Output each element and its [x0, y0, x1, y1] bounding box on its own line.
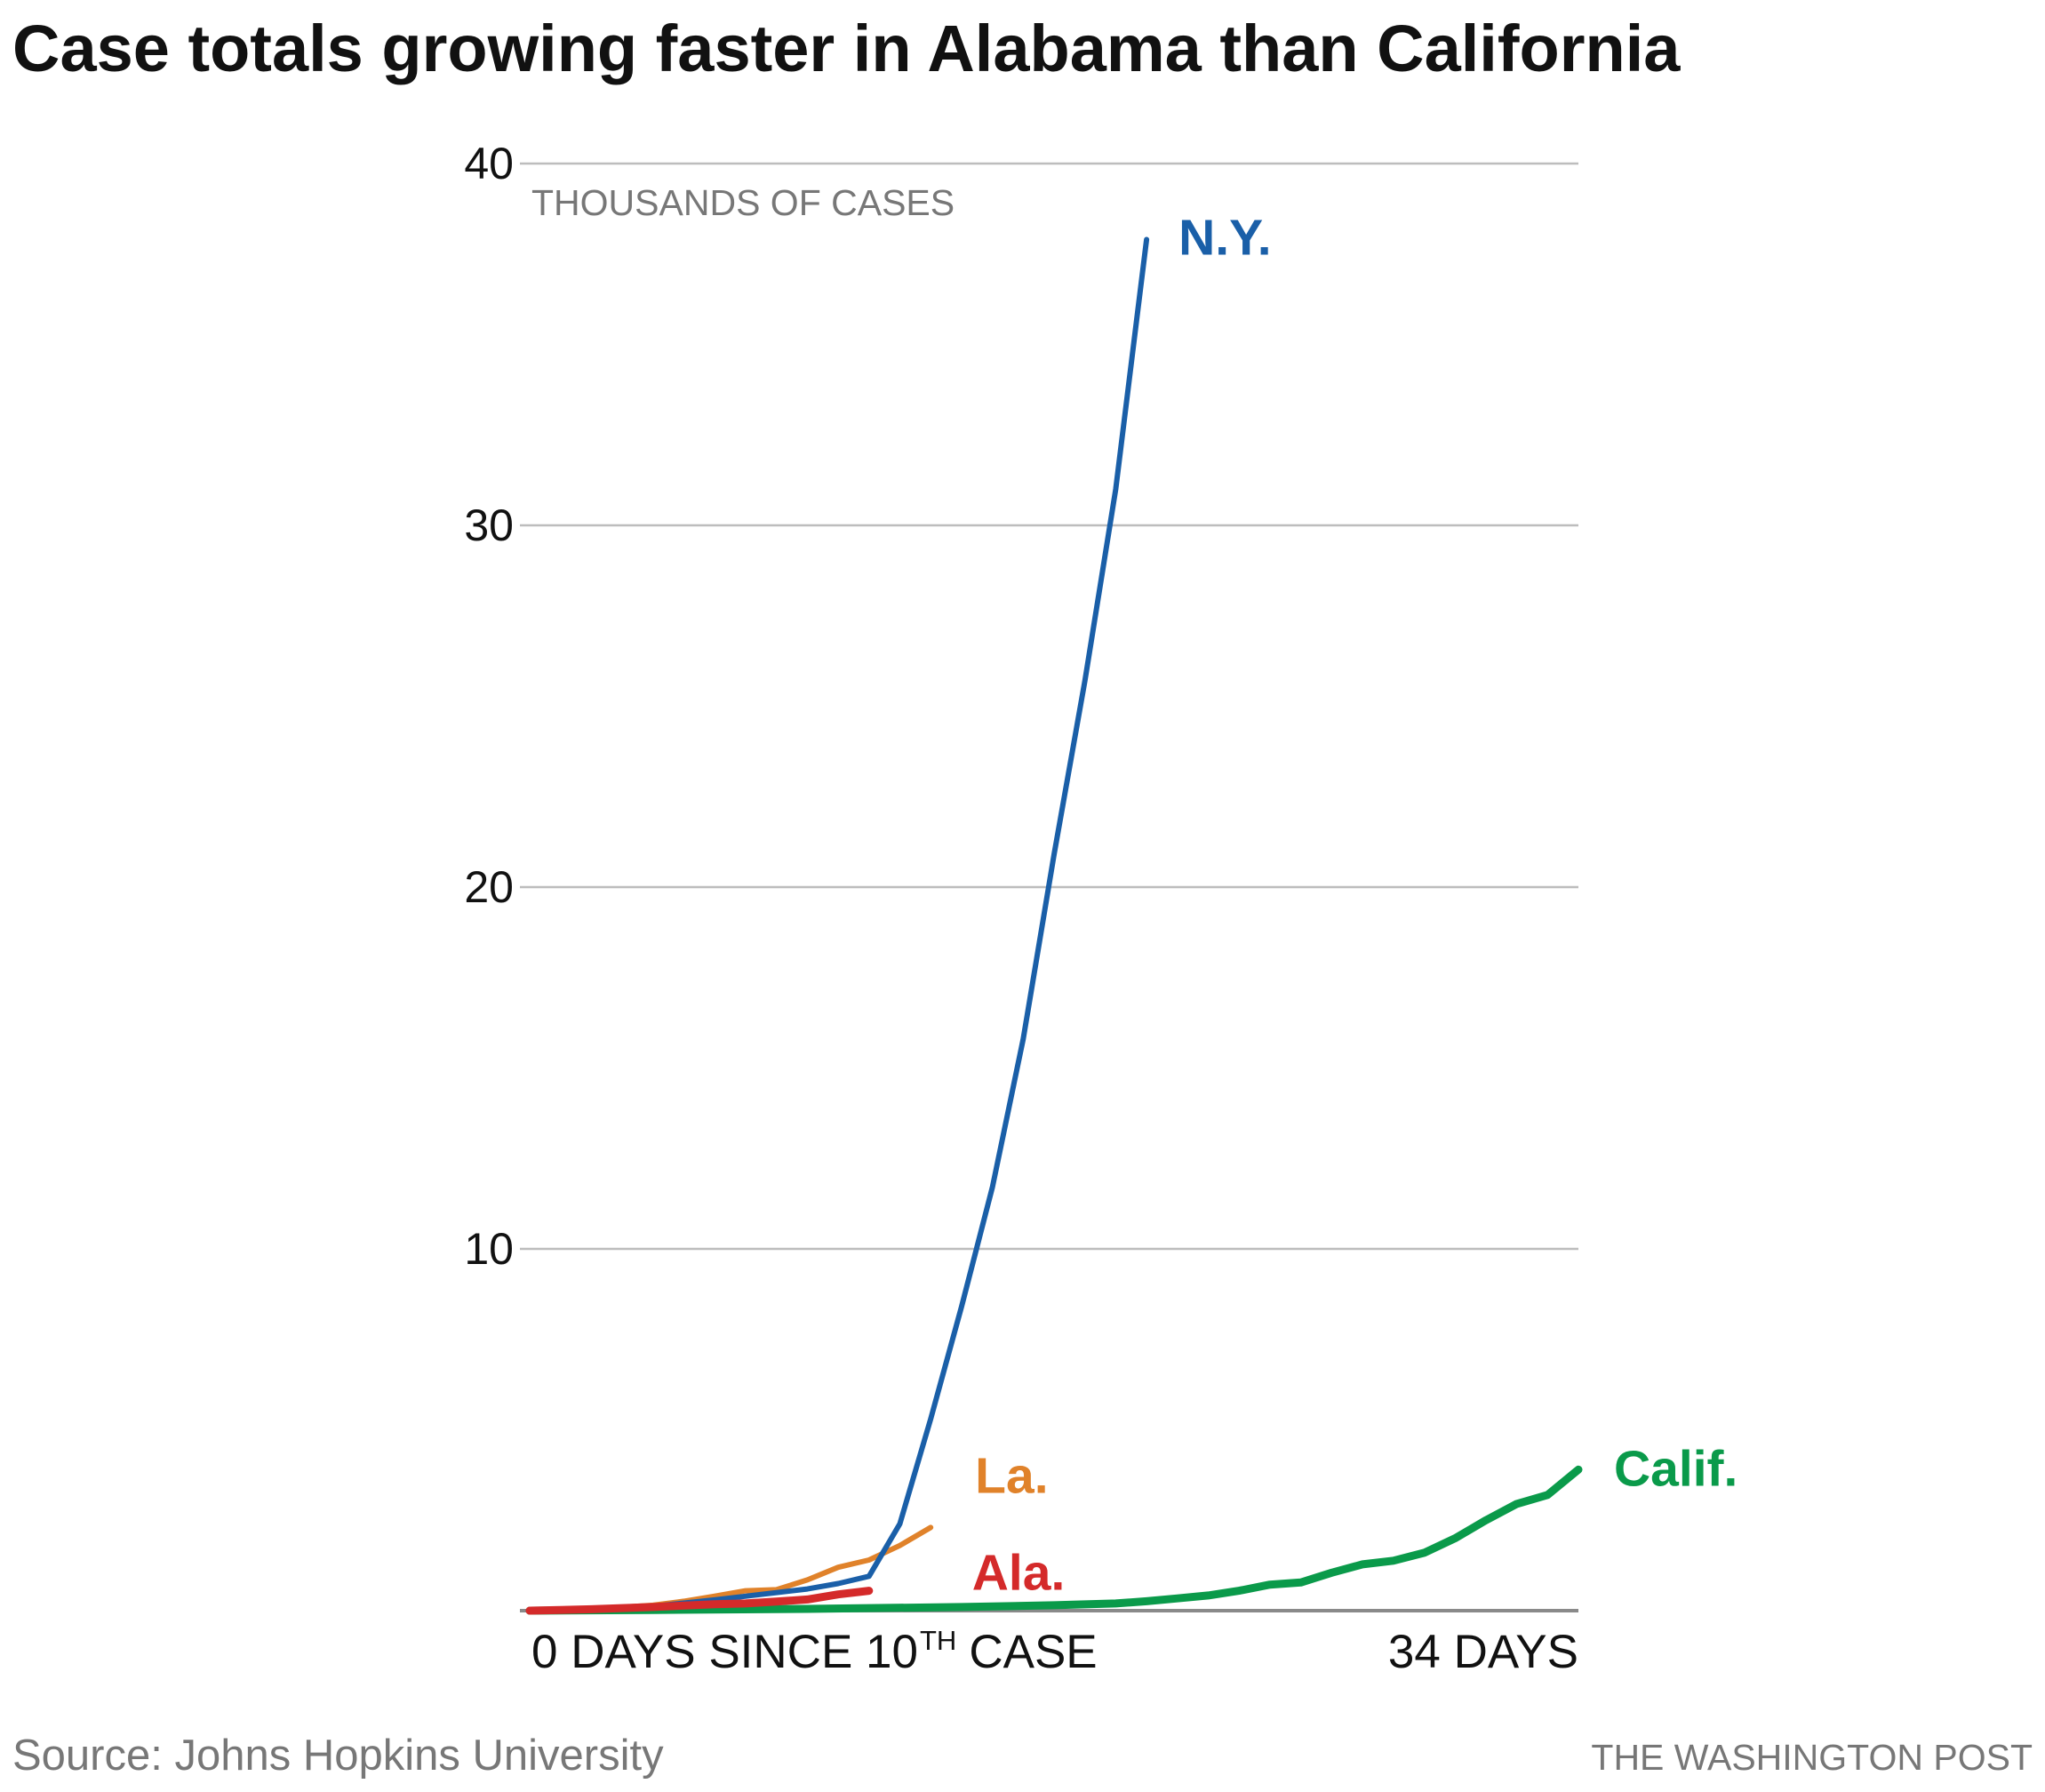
- series-lines: [525, 236, 1583, 1615]
- x-axis-label-start-after: CASE: [969, 1626, 1097, 1678]
- series-line-ala: [525, 1587, 874, 1615]
- series-labels: Calif. N.Y. La. Ala.: [972, 209, 1738, 1601]
- series-label-la: La.: [975, 1447, 1048, 1504]
- source-note: Source: Johns Hopkins University: [12, 1732, 664, 1780]
- y-tick-label-20: 20: [464, 862, 514, 912]
- x-axis-label-start-main: 0 DAYS SINCE 10: [531, 1626, 918, 1678]
- series-line-calif: [525, 1465, 1583, 1615]
- series-line-ny: [527, 236, 1150, 1613]
- y-tick-label-10: 10: [464, 1224, 514, 1274]
- y-axis-ticks: 10 20 30 40: [464, 139, 514, 1274]
- series-label-calif: Calif.: [1614, 1440, 1737, 1497]
- series-label-ala: Ala.: [972, 1545, 1066, 1602]
- series-label-ny: N.Y.: [1178, 209, 1272, 266]
- credit-line: THE WASHINGTON POST: [1591, 1737, 2033, 1778]
- y-tick-label-40: 40: [464, 139, 514, 188]
- chart-title: Case totals growing faster in Alabama th…: [12, 12, 1681, 85]
- x-axis-label-end: 34 DAYS: [1388, 1626, 1578, 1678]
- y-axis-unit-label: THOUSANDS OF CASES: [531, 182, 955, 223]
- x-axis-label-start-sup: TH: [920, 1625, 956, 1656]
- y-tick-label-30: 30: [464, 500, 514, 550]
- x-axis-label-start: 0 DAYS SINCE 10TH CASE: [531, 1625, 1098, 1678]
